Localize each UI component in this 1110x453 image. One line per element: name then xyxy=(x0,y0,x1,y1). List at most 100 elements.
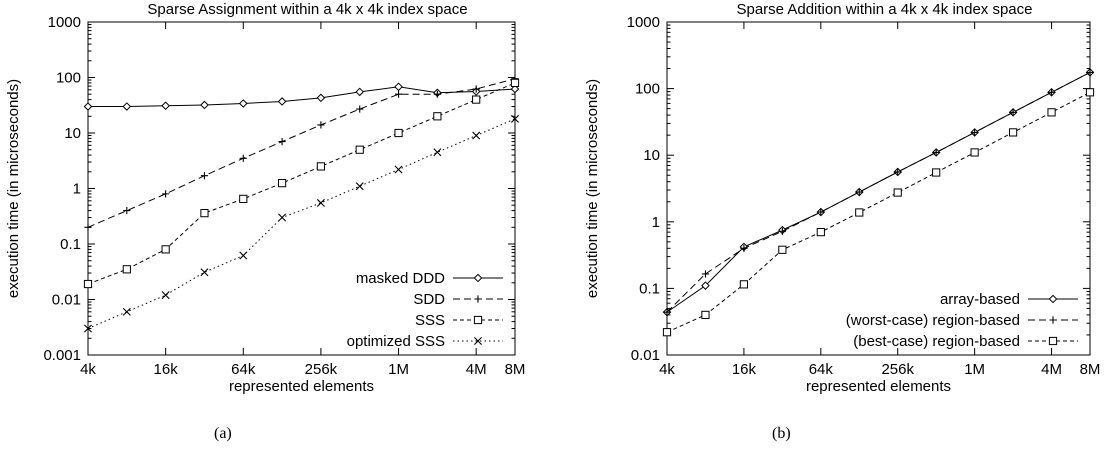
y-tick-label: 0.1 xyxy=(60,236,81,253)
data-point xyxy=(356,105,364,113)
data-point xyxy=(316,93,326,103)
data-point xyxy=(122,265,131,274)
data-point xyxy=(200,100,209,110)
legend: masked DDD SDD SSS optimized SSS xyxy=(347,270,503,350)
series-line xyxy=(87,78,516,228)
data-point xyxy=(316,198,325,207)
legend-item: SDD xyxy=(413,291,503,308)
y-tick-label: 0.001 xyxy=(43,347,81,364)
x-tick-label: 8M xyxy=(505,361,526,378)
data-point xyxy=(701,281,710,290)
legend: array-based (worst-case) region-based (bes… xyxy=(846,291,1078,350)
data-point xyxy=(778,245,787,254)
data-point xyxy=(200,209,209,218)
x-tick-label: 1M xyxy=(388,361,409,378)
series-line xyxy=(88,86,516,108)
data-point xyxy=(355,145,364,154)
series-line xyxy=(666,71,1091,313)
data-point xyxy=(472,85,480,93)
data-point xyxy=(816,228,825,237)
data-point xyxy=(510,84,520,94)
series-4 xyxy=(84,114,519,333)
data-point xyxy=(200,172,209,180)
data-point xyxy=(740,244,748,252)
data-point xyxy=(1009,108,1017,116)
data-point xyxy=(1047,108,1056,117)
data-point xyxy=(162,190,170,198)
data-point xyxy=(970,148,979,157)
data-point xyxy=(122,102,132,111)
data-point xyxy=(239,194,248,203)
data-point xyxy=(893,188,902,197)
chart-title: Sparse Addition within a 4k x 4k index s… xyxy=(736,1,1032,18)
legend-marker xyxy=(474,295,482,303)
legend-item: masked DDD xyxy=(356,270,503,287)
data-point xyxy=(278,137,286,146)
data-point xyxy=(83,279,93,289)
data-point xyxy=(472,131,481,140)
series-1 xyxy=(83,82,520,111)
x-tick-label: 16k xyxy=(154,361,179,378)
caption-b: (b) xyxy=(772,425,791,442)
data-point xyxy=(472,95,481,104)
series-line xyxy=(666,71,1091,313)
legend-item: SSS xyxy=(415,312,503,329)
data-point xyxy=(855,208,864,217)
legend-label: SSS xyxy=(415,312,445,329)
data-point xyxy=(433,148,442,157)
y-tick-label: 1 xyxy=(73,181,81,198)
y-tick-label: 1 xyxy=(652,214,660,231)
y-tick-label: 10 xyxy=(643,147,660,164)
data-point xyxy=(317,121,325,129)
data-point xyxy=(277,97,287,106)
legend-label: array-based xyxy=(940,291,1020,308)
data-point xyxy=(278,213,287,222)
series-1 xyxy=(662,68,1095,317)
data-point xyxy=(433,90,441,98)
caption-a: (a) xyxy=(214,425,232,442)
x-tick-label: 256k xyxy=(305,361,338,378)
data-point xyxy=(394,128,403,138)
data-point xyxy=(394,82,403,92)
data-point xyxy=(316,162,326,171)
data-point xyxy=(1008,128,1018,137)
chart-title: Sparse Assignment within a 4k x 4k index… xyxy=(147,1,467,18)
data-point xyxy=(932,168,941,177)
chart-b: Sparse Addition within a 4k x 4k index s… xyxy=(584,1,1100,395)
series-line xyxy=(87,118,516,329)
x-tick-label: 4k xyxy=(659,361,675,378)
data-point xyxy=(971,128,979,136)
data-point xyxy=(855,188,863,196)
series-2 xyxy=(84,75,519,231)
data-point xyxy=(778,227,786,235)
data-point xyxy=(355,182,364,191)
legend-marker xyxy=(1049,316,1057,324)
data-point xyxy=(739,280,749,289)
data-point xyxy=(511,114,519,123)
data-point xyxy=(84,223,92,231)
plot-frame xyxy=(666,21,1091,356)
y-axis-label: execution time (in microseconds) xyxy=(5,79,22,298)
x-tick-label: 1M xyxy=(964,361,985,378)
series-3 xyxy=(662,88,1095,337)
y-tick-label: 0.01 xyxy=(52,292,81,309)
data-point xyxy=(1086,68,1094,77)
y-tick-label: 10 xyxy=(64,125,81,142)
data-point xyxy=(238,99,248,108)
x-tick-label: 4M xyxy=(1041,361,1062,378)
series-2 xyxy=(663,68,1094,316)
legend-label: (worst-case) region-based xyxy=(846,312,1020,329)
y-tick-label: 0.1 xyxy=(639,280,660,297)
series-line xyxy=(666,91,1091,333)
data-point xyxy=(701,310,710,320)
data-point xyxy=(239,251,248,260)
x-tick-label: 4k xyxy=(80,361,96,378)
data-point xyxy=(83,102,93,111)
data-point xyxy=(84,324,92,333)
series-3 xyxy=(83,78,520,289)
y-tick-label: 100 xyxy=(56,70,81,87)
legend-item: array-based xyxy=(940,291,1078,308)
x-tick-label: 8M xyxy=(1080,361,1101,378)
legend-item: (worst-case) region-based xyxy=(846,312,1078,329)
